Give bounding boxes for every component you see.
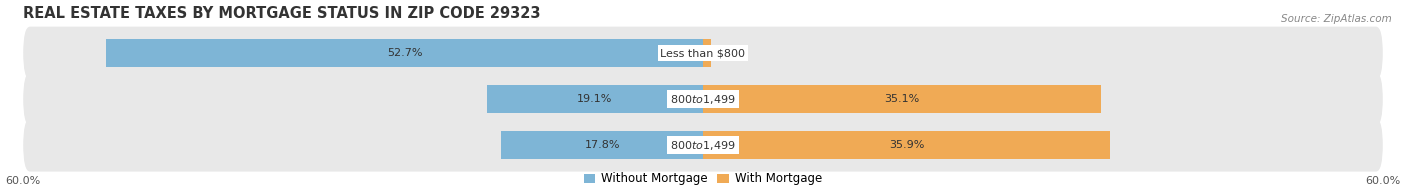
Legend: Without Mortgage, With Mortgage: Without Mortgage, With Mortgage — [579, 168, 827, 190]
FancyBboxPatch shape — [22, 119, 1384, 172]
Text: Less than $800: Less than $800 — [661, 48, 745, 58]
Text: 35.9%: 35.9% — [889, 140, 924, 150]
Text: 19.1%: 19.1% — [576, 94, 613, 104]
Text: $800 to $1,499: $800 to $1,499 — [671, 93, 735, 106]
Bar — [502, 131, 703, 159]
Text: 35.1%: 35.1% — [884, 94, 920, 104]
Text: Source: ZipAtlas.com: Source: ZipAtlas.com — [1281, 14, 1392, 24]
FancyBboxPatch shape — [22, 27, 1384, 79]
Bar — [105, 39, 703, 67]
Text: 52.7%: 52.7% — [387, 48, 422, 58]
Bar — [703, 131, 1109, 159]
Bar — [703, 85, 1101, 113]
Text: 17.8%: 17.8% — [585, 140, 620, 150]
Bar — [703, 39, 711, 67]
Text: 0.74%: 0.74% — [710, 48, 747, 58]
Bar — [486, 85, 703, 113]
FancyBboxPatch shape — [22, 73, 1384, 125]
Text: $800 to $1,499: $800 to $1,499 — [671, 139, 735, 152]
Text: REAL ESTATE TAXES BY MORTGAGE STATUS IN ZIP CODE 29323: REAL ESTATE TAXES BY MORTGAGE STATUS IN … — [22, 5, 541, 21]
